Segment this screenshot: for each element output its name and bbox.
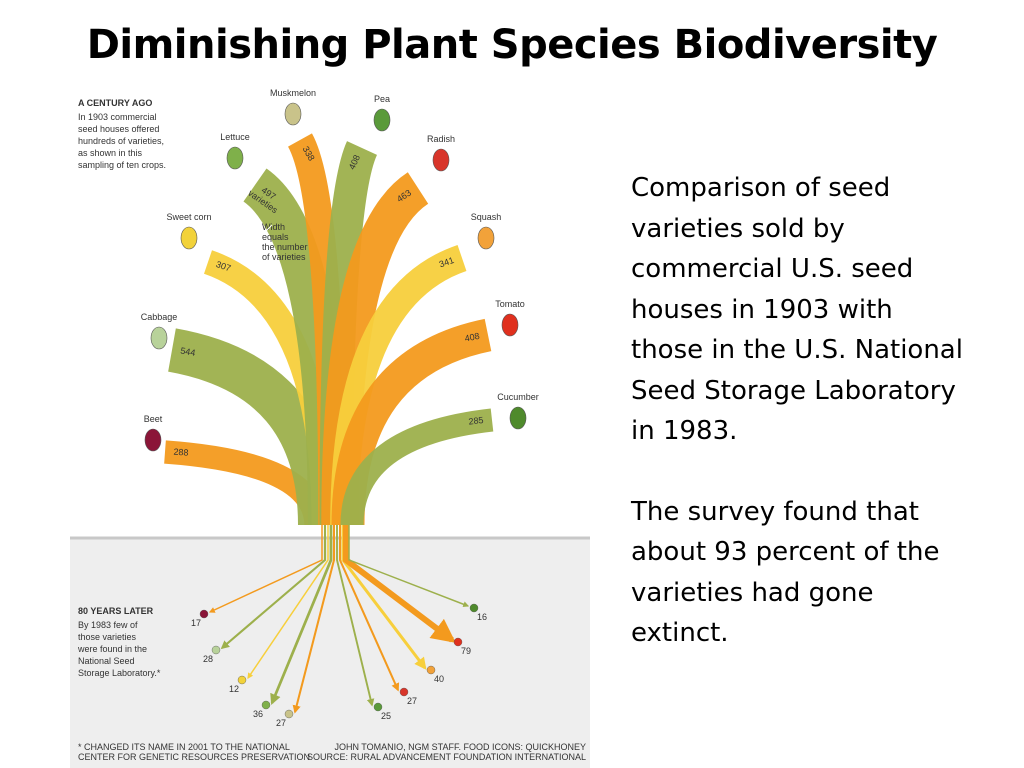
branch-1983 <box>338 525 400 692</box>
crop-icon <box>509 406 527 430</box>
crop-name: Pea <box>374 94 390 104</box>
width-note: the number <box>262 242 308 252</box>
branch-1983 <box>247 525 329 679</box>
crop-icon-small <box>261 700 271 710</box>
crop-icon-small <box>453 637 463 647</box>
crop-icon <box>226 146 244 170</box>
intro-text: sampling of ten crops. <box>78 160 166 170</box>
footnote: * CHANGED ITS NAME IN 2001 TO THE NATION… <box>78 742 290 752</box>
crop-icon-small <box>284 709 294 719</box>
varieties-1983: 40 <box>434 674 444 684</box>
crop-icon-small <box>399 687 409 697</box>
varieties-1983: 16 <box>477 612 487 622</box>
crop-icon-small <box>211 645 221 655</box>
crop-name: Cabbage <box>141 312 178 322</box>
crop-name: Cucumber <box>497 392 539 402</box>
description-line: varieties had gone <box>631 577 874 608</box>
value: 544 <box>180 346 197 358</box>
varieties-1983: 17 <box>191 618 201 628</box>
description-line: Comparison of seed <box>631 173 891 203</box>
slide-title: Diminishing Plant Species Biodiversity <box>86 22 938 68</box>
branch-1983 <box>348 525 470 608</box>
varieties-1983: 28 <box>203 654 213 664</box>
crop-name: Muskmelon <box>270 88 316 98</box>
crop-name: Beet <box>144 414 163 424</box>
width-note: equals <box>262 232 289 242</box>
crop-icon <box>477 226 495 250</box>
varieties-1983: 27 <box>407 696 417 706</box>
crop-icon-small <box>469 603 479 613</box>
branch-1983 <box>270 525 333 706</box>
value: 307 <box>215 259 232 273</box>
description: Comparison of seed varieties sold by comme… <box>631 168 963 654</box>
description-line: commercial U.S. seed <box>631 254 914 284</box>
later-text: National Seed <box>78 656 135 666</box>
crop-name: Sweet corn <box>166 212 211 222</box>
crop-icon-small <box>199 609 209 619</box>
description-line: The survey found that <box>631 496 919 527</box>
heading: 80 YEARS LATER <box>78 606 154 616</box>
description-line: varieties sold by <box>631 213 845 244</box>
footnote: CENTER FOR GENETIC RESOURCES PRESERVATIO… <box>78 752 310 762</box>
varieties-1903: 285 <box>468 415 484 427</box>
heading: A CENTURY AGO <box>78 98 152 108</box>
varieties-1903: 288 <box>173 447 189 458</box>
crop-icon <box>373 108 391 132</box>
crop-icon <box>180 226 198 250</box>
credits: SOURCE: RURAL ADVANCEMENT FOUNDATION INT… <box>307 752 586 762</box>
varieties-1983: 36 <box>253 709 263 719</box>
varieties-1983: 79 <box>461 646 471 656</box>
width-arrow <box>254 224 273 243</box>
intro-text: as shown in this <box>78 148 143 158</box>
crop-icon <box>144 428 162 452</box>
later-text: Storage Laboratory.* <box>78 668 161 678</box>
crop-icon-small <box>237 675 247 685</box>
description-line: extinct. <box>631 618 729 648</box>
description-line: those in the U.S. National <box>631 335 963 365</box>
description-line: Seed Storage Laboratory <box>631 375 956 406</box>
varieties-1903: 544 <box>180 346 197 358</box>
description-line: about 93 percent of the <box>631 537 940 567</box>
value: 408 <box>464 331 481 344</box>
description-line: in 1983. <box>631 416 738 446</box>
varieties-1903: 341 <box>438 255 455 269</box>
width-note: Width <box>262 222 285 232</box>
varieties-1983: 12 <box>229 684 239 694</box>
crop-name: Squash <box>471 212 502 222</box>
branch-1983 <box>220 525 327 650</box>
crop-name: Tomato <box>495 299 525 309</box>
crop-icon-small <box>373 702 383 712</box>
crop-name: Lettuce <box>220 132 250 142</box>
later-text: By 1983 few of <box>78 620 138 630</box>
branch-1983 <box>336 525 375 707</box>
later-text: those varieties <box>78 632 137 642</box>
crop-icon-small <box>426 665 436 675</box>
intro-text: In 1903 commercial <box>78 112 157 122</box>
gap <box>631 452 963 492</box>
branch <box>340 408 494 526</box>
branch-1983 <box>292 525 336 714</box>
width-note: of varieties <box>262 252 306 262</box>
branch-1983 <box>208 525 323 613</box>
branch-1983 <box>343 525 456 643</box>
value: 341 <box>438 255 455 269</box>
description-line: houses in 1903 with <box>631 294 893 325</box>
crop-icon <box>284 102 302 126</box>
varieties-1903: 408 <box>464 331 481 344</box>
varieties-1983: 25 <box>381 711 391 721</box>
varieties-1983: 27 <box>276 718 286 728</box>
value: 285 <box>468 415 484 427</box>
crop-icon <box>501 313 519 337</box>
credits: JOHN TOMANIO, NGM STAFF. FOOD ICONS: QUI… <box>334 742 586 752</box>
later-text: were found in the <box>77 644 147 654</box>
intro-text: hundreds of varieties, <box>78 136 164 146</box>
value: 288 <box>173 447 189 458</box>
intro-text: seed houses offered <box>78 124 159 134</box>
crop-name: Radish <box>427 134 455 144</box>
crop-icon <box>432 148 450 172</box>
varieties-1903: 307 <box>215 259 232 273</box>
crop-icon <box>150 326 168 350</box>
